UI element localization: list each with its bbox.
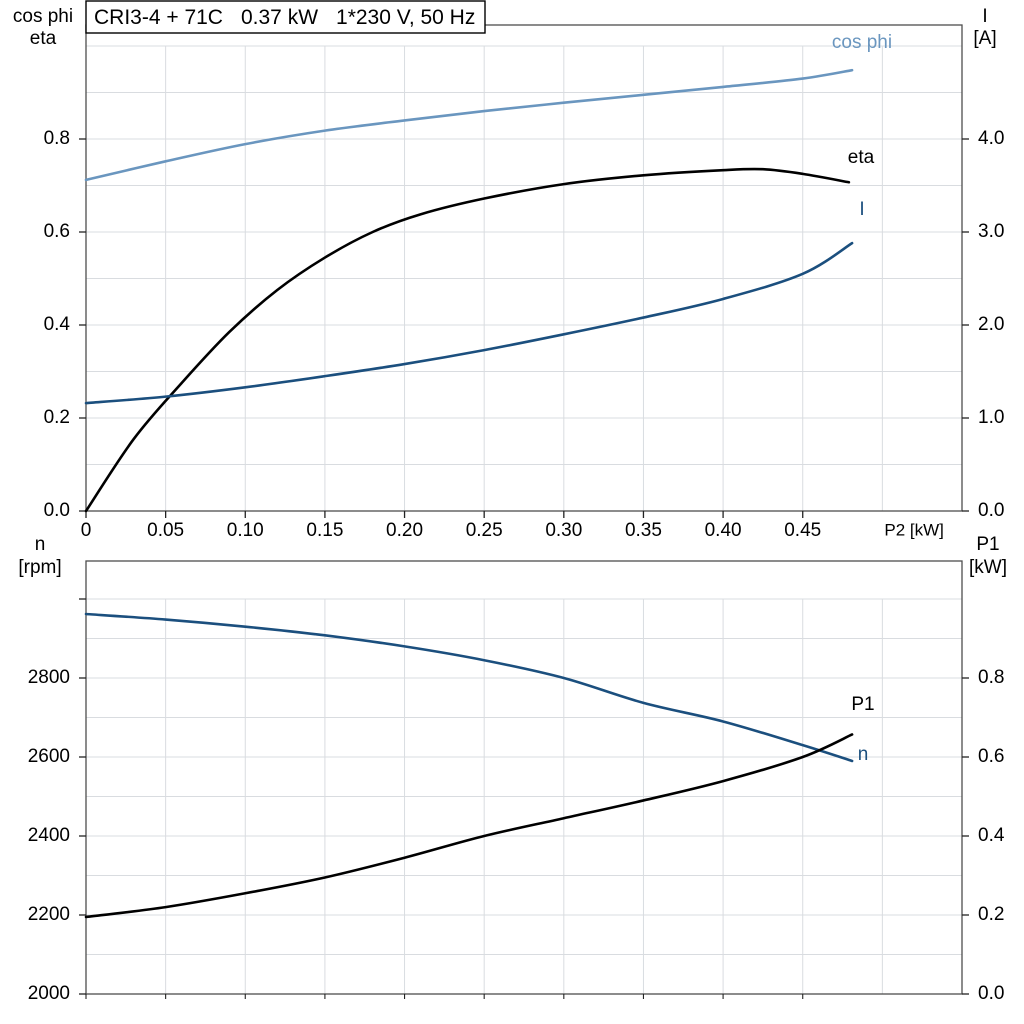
svg-text:0.6: 0.6 — [44, 221, 70, 242]
svg-text:0.4: 0.4 — [978, 825, 1005, 846]
svg-text:n: n — [858, 744, 869, 765]
svg-text:0: 0 — [81, 520, 92, 541]
svg-text:[rpm]: [rpm] — [18, 557, 61, 578]
svg-text:0.2: 0.2 — [44, 407, 70, 428]
svg-text:0.20: 0.20 — [386, 520, 423, 541]
svg-text:2800: 2800 — [28, 667, 70, 688]
svg-text:cos phi: cos phi — [832, 32, 892, 53]
svg-text:4.0: 4.0 — [978, 128, 1004, 149]
svg-text:0.2: 0.2 — [978, 904, 1004, 925]
svg-text:I: I — [859, 199, 864, 220]
svg-text:n: n — [35, 534, 46, 555]
svg-text:0.0: 0.0 — [978, 500, 1004, 521]
svg-text:0.0: 0.0 — [44, 500, 70, 521]
svg-text:2400: 2400 — [28, 825, 70, 846]
svg-text:0.05: 0.05 — [147, 520, 184, 541]
svg-text:0.6: 0.6 — [978, 746, 1004, 767]
svg-text:eta: eta — [848, 147, 875, 168]
svg-text:[kW]: [kW] — [969, 557, 1007, 578]
svg-text:P1: P1 — [851, 694, 874, 715]
svg-text:2.0: 2.0 — [978, 314, 1004, 335]
svg-text:0.4: 0.4 — [44, 314, 71, 335]
svg-text:P1: P1 — [976, 534, 999, 555]
svg-text:0.30: 0.30 — [545, 520, 582, 541]
svg-text:1.0: 1.0 — [978, 407, 1004, 428]
svg-text:2200: 2200 — [28, 904, 70, 925]
svg-text:P2 [kW]: P2 [kW] — [884, 520, 944, 539]
svg-text:0.40: 0.40 — [705, 520, 742, 541]
svg-text:2000: 2000 — [28, 983, 70, 1004]
svg-text:0.35: 0.35 — [625, 520, 662, 541]
svg-text:0.10: 0.10 — [227, 520, 264, 541]
svg-text:cos phi: cos phi — [13, 6, 73, 27]
svg-text:eta: eta — [30, 28, 57, 49]
svg-text:0.25: 0.25 — [466, 520, 503, 541]
svg-text:I: I — [982, 6, 987, 27]
svg-text:0.15: 0.15 — [306, 520, 343, 541]
svg-text:3.0: 3.0 — [978, 221, 1004, 242]
svg-text:0.8: 0.8 — [978, 667, 1004, 688]
svg-text:0.8: 0.8 — [44, 128, 70, 149]
svg-text:0.45: 0.45 — [784, 520, 821, 541]
svg-text:0.0: 0.0 — [978, 983, 1004, 1004]
svg-text:2600: 2600 — [28, 746, 70, 767]
svg-text:[A]: [A] — [973, 28, 996, 49]
